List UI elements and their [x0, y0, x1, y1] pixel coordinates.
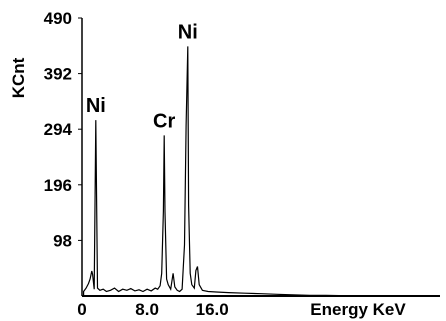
peak-annotations: Ni Cr Ni: [86, 21, 198, 132]
x-axis-title: Energy KeV: [310, 300, 406, 319]
x-tick-label: 16.0: [196, 300, 229, 319]
peak-label: Ni: [86, 95, 106, 117]
y-tick-label: 294: [44, 120, 73, 139]
y-tick-label: 392: [44, 65, 72, 84]
y-tick-label: 196: [44, 176, 72, 195]
y-axis-title: KCnt: [9, 57, 28, 98]
peak-label: Cr: [153, 110, 175, 132]
peak-label: Ni: [178, 21, 198, 43]
spectrum-line: [83, 46, 440, 297]
y-tick-label: 490: [44, 9, 72, 28]
x-tick-label: 8.0: [135, 300, 159, 319]
y-tick-label: 98: [53, 231, 72, 250]
y-axis-ticks: 98 196 294 392 490: [44, 9, 82, 250]
x-axis-ticks: 0 8.0 16.0: [77, 300, 228, 319]
x-tick-label: 0: [77, 300, 86, 319]
